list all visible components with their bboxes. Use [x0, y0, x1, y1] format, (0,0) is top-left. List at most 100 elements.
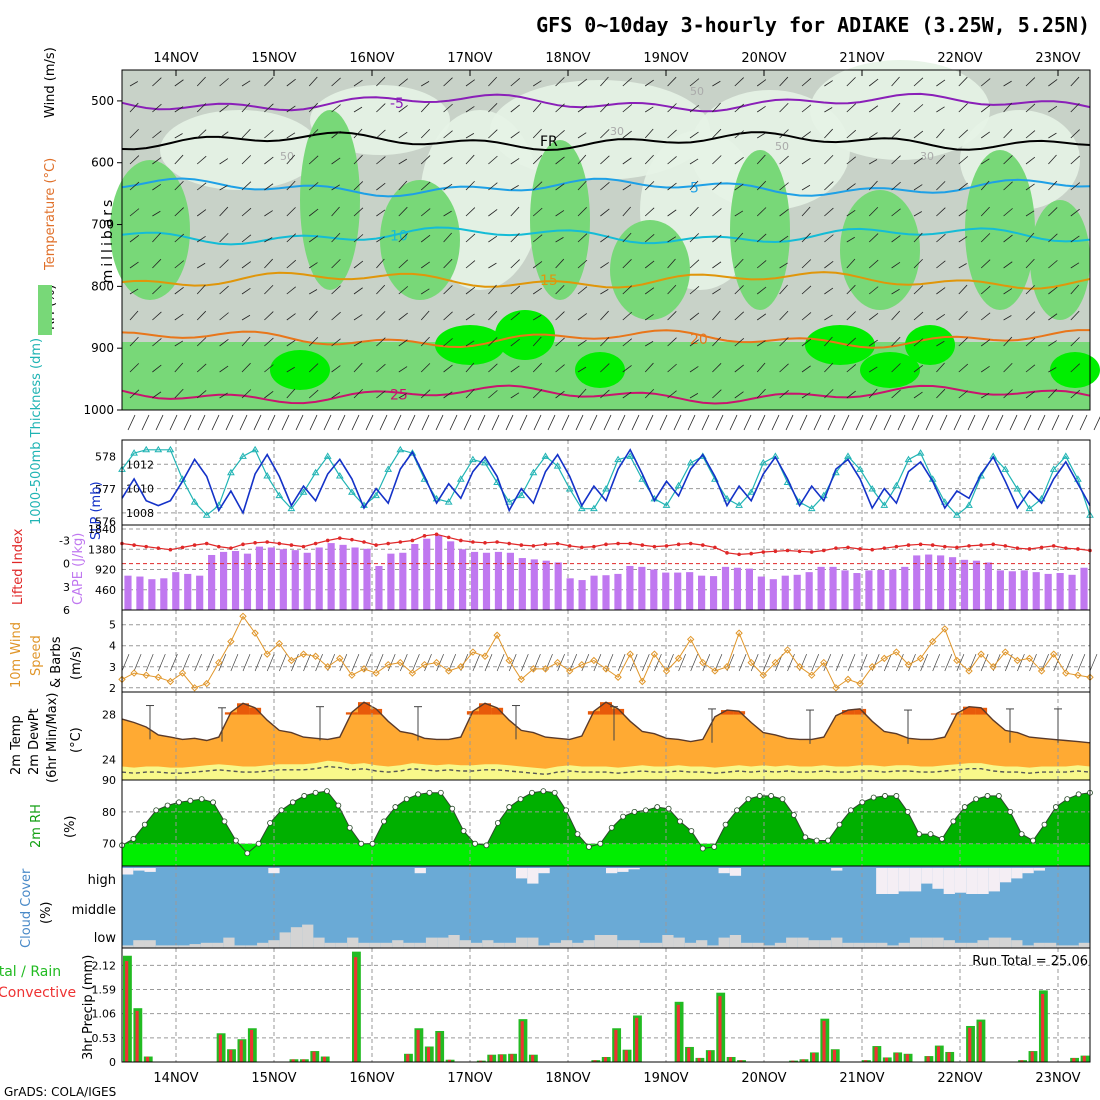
- slp-line: [121, 448, 1091, 515]
- wind-barb: [846, 210, 856, 217]
- wind-barb: [443, 210, 452, 217]
- temp-tick-label: 24: [102, 754, 116, 767]
- wind-barb: [577, 339, 587, 347]
- rh-saturated-area: [805, 325, 875, 365]
- cloud-low-bar: [257, 942, 269, 948]
- wind-barb: [197, 414, 206, 431]
- rh-point: [1041, 821, 1048, 828]
- cape-bar: [578, 580, 586, 610]
- wind-barb: [555, 364, 565, 373]
- rh-point: [381, 818, 387, 825]
- wind-barb: [756, 154, 766, 165]
- cape-bar: [1044, 573, 1052, 610]
- wind-barb: [196, 129, 207, 139]
- rh-point: [836, 821, 843, 828]
- wind-barb: [337, 414, 346, 431]
- wind-barb-10m: [266, 654, 275, 672]
- wind-barb: [667, 156, 677, 165]
- wind-speed-point: [372, 669, 380, 677]
- lifted-index-point: [204, 541, 209, 546]
- cloud-high-bar: [628, 868, 640, 870]
- wind-barb: [757, 414, 766, 431]
- wind-barb: [196, 363, 207, 373]
- lifted-index-point: [301, 544, 306, 549]
- wind-barb: [868, 180, 878, 191]
- wind-barb: [308, 129, 319, 139]
- cloud-high-bar: [831, 868, 843, 871]
- wind-barb: [555, 284, 565, 295]
- thickness-point: [372, 491, 380, 499]
- wind-barb-10m: [351, 654, 360, 672]
- cloud-unit-label: (%): [39, 902, 54, 925]
- thickness-point: [444, 498, 453, 505]
- precip-convective-bar: [884, 1057, 889, 1062]
- rh-contour-label: 50: [280, 150, 294, 163]
- wind-barb: [308, 208, 319, 217]
- cape-bar: [530, 559, 538, 610]
- wind-barb: [420, 310, 430, 321]
- wind-barb: [443, 285, 453, 295]
- wind-barb: [1025, 210, 1035, 217]
- precip-tick-label: 1.59: [92, 983, 117, 996]
- rh-point: [813, 837, 820, 844]
- wind-speed-point: [178, 669, 187, 677]
- wind-barb: [155, 414, 164, 431]
- cloud-low-bar: [493, 942, 505, 948]
- wind-barb: [980, 259, 991, 269]
- wind-barb: [756, 260, 767, 269]
- wind-speed-point: [142, 671, 150, 679]
- lifted-index-point: [628, 541, 632, 546]
- temp-line: [121, 701, 1091, 744]
- wind-barb: [980, 285, 991, 295]
- wind-barb: [420, 234, 431, 243]
- temp-axis-label-a: 2m Temp: [9, 715, 24, 775]
- wind-barb-10m: [569, 654, 578, 672]
- precip-convective-bar: [895, 1052, 899, 1062]
- wind-barb: [532, 336, 542, 347]
- lifted-index-point: [519, 543, 524, 547]
- wind-speed-point: [795, 663, 804, 671]
- cloud-low-bar: [245, 945, 258, 948]
- rh-point: [984, 793, 991, 799]
- wind-barb: [465, 207, 476, 217]
- cape-bar: [996, 570, 1004, 610]
- wind-barb: [589, 414, 598, 431]
- wind-barb: [1048, 233, 1058, 243]
- wind-barb: [824, 207, 834, 217]
- wind-barb: [219, 104, 229, 113]
- wind-barb: [152, 258, 162, 269]
- cloud-low-bar: [763, 945, 775, 948]
- wind-barb: [801, 184, 811, 191]
- wind-barb: [701, 414, 710, 431]
- rh-point: [255, 840, 262, 847]
- wind-barb: [465, 79, 475, 87]
- wind-barb: [846, 129, 857, 139]
- wind-speed-point: [457, 663, 465, 671]
- wind-barb: [465, 340, 475, 347]
- cape-bar: [805, 572, 813, 610]
- isotherm-label: -5: [390, 96, 404, 112]
- wind-speed-point: [130, 669, 138, 677]
- wind-barb: [561, 414, 570, 431]
- wind-barb: [309, 414, 318, 431]
- wind-barb: [532, 181, 543, 191]
- cape-bar: [255, 546, 264, 610]
- rh-point: [301, 793, 308, 799]
- wind-barb-10m: [883, 654, 892, 672]
- precip-convective-bar: [499, 1054, 503, 1062]
- rh-dry-area: [810, 60, 990, 160]
- wind-barb: [891, 336, 901, 347]
- wind-barb: [600, 363, 610, 373]
- wind-speed-point: [1037, 667, 1046, 675]
- wind-speed-point: [916, 654, 925, 663]
- lifted-index-point: [955, 545, 959, 550]
- rh-point: [916, 831, 923, 838]
- precip-convective-bar: [416, 1029, 420, 1062]
- cloud-high-bar: [268, 868, 280, 874]
- temp-max-cap: [963, 706, 975, 715]
- wind-barb: [712, 363, 722, 373]
- cloud-level-label: high: [88, 873, 116, 888]
- wind-barb: [196, 182, 207, 191]
- wind-barb: [846, 77, 856, 87]
- rh-point: [995, 793, 1002, 799]
